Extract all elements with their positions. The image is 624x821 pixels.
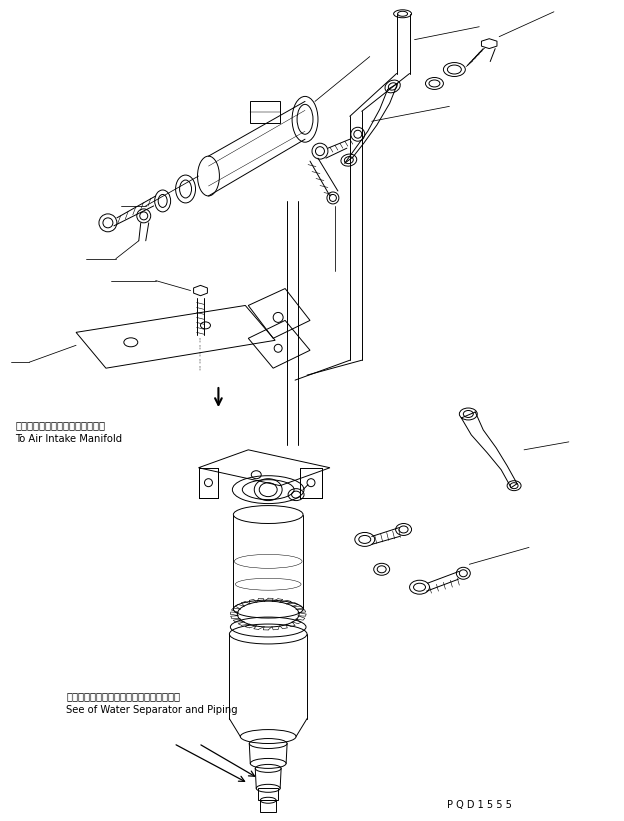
Text: ウォータセパレータおよびパイピング参照: ウォータセパレータおよびパイピング参照 <box>66 690 180 700</box>
Text: P Q D 1 5 5 5: P Q D 1 5 5 5 <box>447 800 512 810</box>
Bar <box>258 788 278 800</box>
Bar <box>198 468 218 498</box>
Bar <box>260 800 276 812</box>
Text: エアーインテークマニホールドへ: エアーインテークマニホールドへ <box>16 420 105 430</box>
Bar <box>300 468 322 498</box>
Text: To Air Intake Manifold: To Air Intake Manifold <box>16 433 122 444</box>
Bar <box>250 101 280 123</box>
Text: See of Water Separator and Piping: See of Water Separator and Piping <box>66 704 238 714</box>
